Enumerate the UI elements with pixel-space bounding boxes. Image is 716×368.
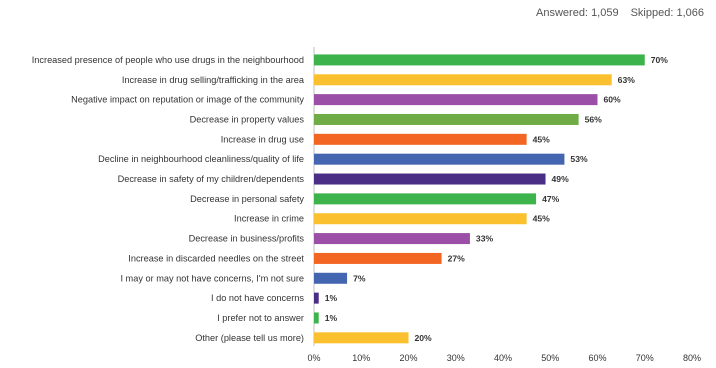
value-label: 60% bbox=[604, 95, 622, 105]
x-tick-label: 30% bbox=[447, 353, 465, 363]
category-label: Increase in drug use bbox=[221, 134, 304, 144]
bar bbox=[314, 94, 598, 106]
value-label: 1% bbox=[325, 293, 338, 303]
category-label: Increased presence of people who use dru… bbox=[32, 55, 304, 65]
value-label: 49% bbox=[552, 174, 570, 184]
category-label: Increase in crime bbox=[234, 214, 304, 224]
bar bbox=[314, 54, 645, 66]
bar bbox=[314, 173, 546, 185]
category-label: I may or may not have concerns, I'm not … bbox=[120, 273, 304, 283]
bar bbox=[314, 312, 319, 324]
category-label: Increase in drug selling/trafficking in … bbox=[122, 75, 305, 85]
x-tick-label: 70% bbox=[636, 353, 654, 363]
category-label: Decline in neighbourhood cleanliness/qua… bbox=[98, 154, 304, 164]
x-tick-label: 40% bbox=[494, 353, 512, 363]
bar bbox=[314, 74, 612, 86]
bar bbox=[314, 292, 319, 304]
category-label: Other (please tell us more) bbox=[195, 333, 304, 343]
category-label: Decrease in personal safety bbox=[190, 194, 304, 204]
value-label: 70% bbox=[651, 55, 669, 65]
answered-label: Answered: bbox=[536, 7, 588, 19]
value-label: 20% bbox=[415, 333, 433, 343]
category-label: I do not have concerns bbox=[211, 293, 304, 303]
category-label: Increase in discarded needles on the str… bbox=[128, 253, 304, 263]
skipped-stat: Skipped: 1,066 bbox=[631, 7, 704, 19]
value-label: 53% bbox=[570, 154, 588, 164]
value-label: 63% bbox=[618, 75, 636, 85]
bar bbox=[314, 213, 527, 225]
category-label: I prefer not to answer bbox=[217, 313, 304, 323]
bar bbox=[314, 252, 442, 264]
x-tick-label: 0% bbox=[307, 353, 320, 363]
category-label: Decrease in safety of my children/depend… bbox=[118, 174, 305, 184]
bar bbox=[314, 233, 470, 245]
category-label: Decrease in business/profits bbox=[189, 234, 305, 244]
value-label: 1% bbox=[325, 313, 338, 323]
skipped-value: 1,066 bbox=[676, 7, 704, 19]
bar bbox=[314, 272, 348, 284]
skipped-label: Skipped: bbox=[630, 7, 674, 19]
x-tick-label: 80% bbox=[683, 353, 701, 363]
answered-stat: Answered: 1,059 bbox=[536, 7, 619, 19]
bar bbox=[314, 153, 565, 165]
value-label: 47% bbox=[542, 194, 560, 204]
x-tick-label: 20% bbox=[399, 353, 417, 363]
value-label: 45% bbox=[533, 214, 551, 224]
x-tick-label: 60% bbox=[588, 353, 606, 363]
category-label: Decrease in property values bbox=[190, 114, 305, 124]
x-tick-label: 10% bbox=[352, 353, 370, 363]
value-label: 27% bbox=[448, 253, 466, 263]
value-label: 45% bbox=[533, 134, 551, 144]
response-stats: Answered: 1,059 Skipped: 1,066 bbox=[536, 7, 704, 19]
x-tick-label: 50% bbox=[541, 353, 559, 363]
bar bbox=[314, 193, 537, 205]
value-label: 33% bbox=[476, 234, 494, 244]
bar bbox=[314, 113, 579, 125]
value-label: 56% bbox=[585, 114, 603, 124]
category-label: Negative impact on reputation or image o… bbox=[71, 95, 304, 105]
bar bbox=[314, 332, 409, 344]
value-label: 7% bbox=[353, 273, 366, 283]
answered-value: 1,059 bbox=[591, 7, 619, 19]
bar bbox=[314, 133, 527, 145]
